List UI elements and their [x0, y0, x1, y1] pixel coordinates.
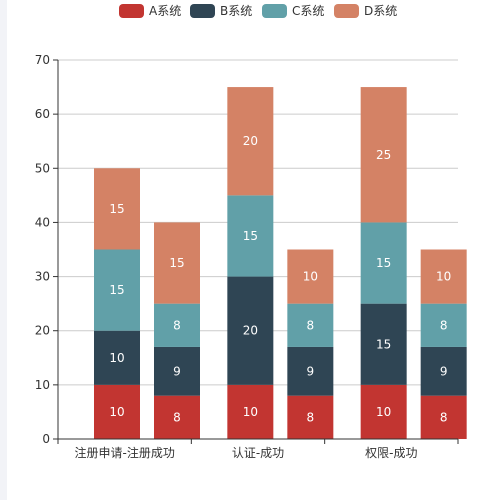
legend: A系统 B系统 C系统 D系统	[119, 4, 397, 18]
bar-value-label: 20	[243, 134, 258, 148]
bar-segment[interactable]	[287, 303, 334, 347]
bar-segment[interactable]	[94, 384, 140, 439]
x-category-label: 权限-成功	[365, 446, 417, 460]
bar-value-label: 8	[440, 410, 448, 424]
y-tick-label: 70	[35, 53, 50, 67]
bar-value-label: 15	[376, 337, 391, 351]
bar-segment[interactable]	[420, 249, 467, 304]
y-tick-label: 10	[35, 378, 50, 392]
bar-segment[interactable]	[154, 303, 200, 347]
bar-value-label: 8	[307, 410, 315, 424]
bar-value-label: 8	[173, 410, 181, 424]
legend-label[interactable]: B系统	[220, 4, 252, 18]
bar-segment[interactable]	[227, 384, 274, 439]
y-tick-label: 50	[35, 161, 50, 175]
legend-swatch[interactable]	[334, 4, 359, 18]
bars	[94, 87, 467, 439]
bar-value-label: 10	[109, 351, 124, 365]
bar-value-label: 9	[440, 364, 448, 378]
bar-segment[interactable]	[420, 303, 467, 347]
bar-value-label: 10	[376, 405, 391, 419]
bar-segment[interactable]	[287, 346, 334, 396]
bar-segment[interactable]	[360, 87, 407, 223]
y-tick-label: 0	[42, 432, 50, 446]
bar-segment[interactable]	[420, 346, 467, 396]
left-edge-strip	[0, 0, 7, 500]
bar-segment[interactable]	[227, 276, 274, 385]
bar-value-label: 8	[440, 318, 448, 332]
legend-label[interactable]: A系统	[149, 4, 181, 18]
bar-value-label: 15	[376, 256, 391, 270]
bar-segment[interactable]	[360, 303, 407, 385]
bar-value-label: 8	[307, 318, 315, 332]
bar-segment[interactable]	[94, 330, 140, 385]
y-tick-label: 40	[35, 215, 50, 229]
bar-value-label: 10	[303, 270, 318, 284]
legend-label[interactable]: C系统	[292, 4, 324, 18]
bar-value-label: 9	[307, 364, 315, 378]
legend-swatch[interactable]	[190, 4, 215, 18]
bar-value-label: 20	[243, 324, 258, 338]
bar-segment[interactable]	[154, 395, 200, 439]
bar-value-label: 8	[173, 318, 181, 332]
legend-label[interactable]: D系统	[364, 4, 397, 18]
bar-segment[interactable]	[360, 384, 407, 439]
bar-value-label: 15	[169, 256, 184, 270]
bar-value-label: 15	[243, 229, 258, 243]
bar-value-label: 15	[109, 202, 124, 216]
y-tick-label: 60	[35, 107, 50, 121]
y-tick-label: 30	[35, 270, 50, 284]
x-category-label: 注册申请-注册成功	[74, 445, 174, 460]
bar-value-label: 25	[376, 148, 391, 162]
bar-segment[interactable]	[94, 249, 140, 331]
legend-swatch[interactable]	[262, 4, 287, 18]
bar-value-label: 10	[109, 405, 124, 419]
bar-labels: 10 10 15 15 10 20 15 20 10 15 15 25 8 9 8 15 8 9 8 10 8 9 8 10	[109, 134, 451, 424]
bar-segment[interactable]	[94, 168, 140, 250]
bar-segment[interactable]	[227, 195, 274, 277]
bar-value-label: 9	[173, 364, 181, 378]
bar-value-label: 10	[436, 270, 451, 284]
bar-segment[interactable]	[420, 395, 467, 439]
x-category-label: 认证-成功	[232, 446, 284, 460]
bar-segment[interactable]	[360, 222, 407, 304]
legend-swatch[interactable]	[119, 4, 144, 18]
bar-value-label: 10	[243, 405, 258, 419]
bar-segment[interactable]	[287, 395, 334, 439]
axes: 注册申请-注册成功 认证-成功 权限-成功	[53, 59, 459, 460]
y-tick-label: 20	[35, 324, 50, 338]
bar-segment[interactable]	[154, 346, 200, 396]
bar-segment[interactable]	[287, 249, 334, 304]
bar-segment[interactable]	[227, 87, 274, 196]
bar-segment[interactable]	[154, 222, 200, 304]
bar-value-label: 15	[109, 283, 124, 297]
